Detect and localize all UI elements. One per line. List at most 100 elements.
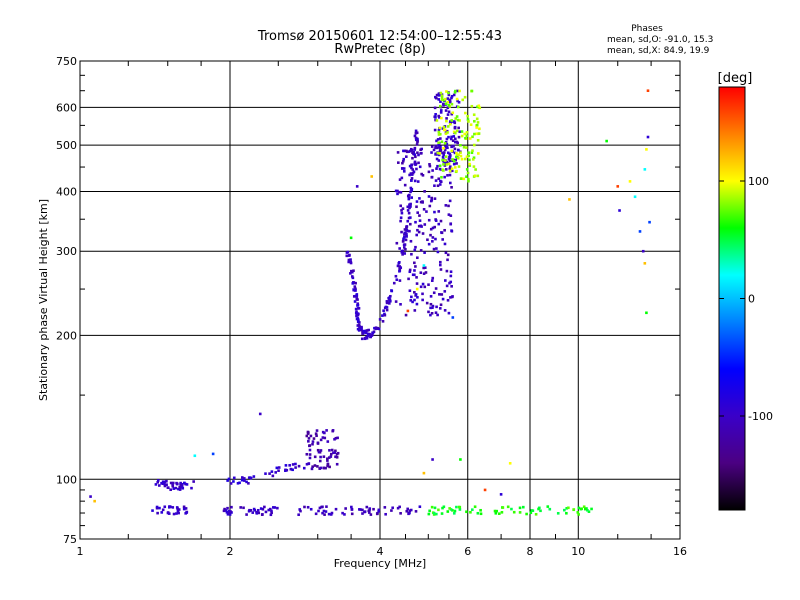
echo-point xyxy=(434,144,438,148)
echo-point xyxy=(430,175,434,179)
echo-point xyxy=(356,312,360,315)
echo-point xyxy=(415,143,419,146)
chart-title: Tromsø 20150601 12:54:00–12:55:43 xyxy=(257,29,502,44)
echo-point xyxy=(413,261,416,265)
echo-point xyxy=(445,143,449,146)
echo-point xyxy=(359,508,363,511)
echo-point xyxy=(436,313,439,317)
echo-point xyxy=(357,318,360,322)
echo-point xyxy=(307,462,311,465)
echo-point xyxy=(499,493,503,496)
echo-point xyxy=(349,236,353,240)
echo-point xyxy=(357,307,361,310)
echo-point xyxy=(455,169,458,173)
echo-point xyxy=(439,111,443,114)
echo-point xyxy=(442,128,446,132)
echo-point xyxy=(242,506,245,510)
echo-point xyxy=(476,105,479,109)
echo-point xyxy=(413,298,416,302)
echo-point xyxy=(441,102,445,106)
echo-point xyxy=(442,163,445,166)
echo-point xyxy=(356,317,360,320)
echo-point xyxy=(421,292,424,296)
echo-point xyxy=(162,482,166,486)
echo-point xyxy=(313,455,317,459)
echo-point xyxy=(417,161,420,165)
echo-point xyxy=(356,302,360,305)
echo-point xyxy=(494,512,498,515)
echo-point xyxy=(357,323,361,327)
echo-point xyxy=(385,306,389,309)
echo-point xyxy=(334,449,337,453)
echo-point xyxy=(470,104,474,108)
echo-point xyxy=(376,326,379,330)
echo-point xyxy=(429,233,432,237)
echo-point xyxy=(297,464,301,468)
echo-point xyxy=(452,512,456,515)
echo-point xyxy=(264,472,267,475)
echo-point xyxy=(450,285,453,288)
echo-point xyxy=(433,506,437,510)
echo-point xyxy=(228,509,231,513)
echo-point xyxy=(444,251,448,255)
echo-point xyxy=(455,151,458,155)
echo-point xyxy=(269,513,273,517)
echo-point xyxy=(401,207,405,210)
echo-point xyxy=(448,507,451,510)
echo-point xyxy=(440,116,443,120)
echo-point xyxy=(473,132,476,136)
echo-point xyxy=(437,94,441,97)
echo-point xyxy=(427,242,431,246)
echo-point xyxy=(409,149,412,153)
echo-point xyxy=(394,189,398,193)
echo-point xyxy=(399,216,403,220)
echo-point xyxy=(270,470,274,473)
echo-point xyxy=(448,173,452,177)
echo-point xyxy=(402,149,405,153)
echo-point xyxy=(438,183,442,186)
echo-point xyxy=(443,141,447,145)
echo-point xyxy=(646,135,650,139)
echo-point xyxy=(406,209,410,212)
echo-point xyxy=(400,230,403,234)
echo-point xyxy=(263,505,266,509)
echo-point xyxy=(311,442,314,446)
x-tick-label: 2 xyxy=(227,545,234,558)
echo-point xyxy=(473,505,477,509)
echo-point xyxy=(441,506,444,510)
echo-point xyxy=(412,170,416,174)
echo-point xyxy=(433,128,437,132)
echo-point xyxy=(308,444,312,447)
echo-point xyxy=(451,158,454,161)
chart-subtitle: RwPretec (8p) xyxy=(334,42,425,57)
echo-point xyxy=(475,123,479,127)
echo-point xyxy=(413,269,416,272)
echo-point xyxy=(168,505,172,508)
echo-point xyxy=(413,179,417,183)
echo-point xyxy=(438,307,442,310)
echo-point xyxy=(475,117,479,121)
x-tick-label: 4 xyxy=(377,545,384,558)
echo-point xyxy=(437,177,441,181)
echo-point xyxy=(442,125,446,129)
echo-point xyxy=(243,479,246,482)
echo-point xyxy=(445,90,448,93)
echo-point xyxy=(416,211,420,214)
echo-point xyxy=(264,510,268,514)
y-tick-label: 300 xyxy=(56,245,77,258)
echo-point xyxy=(354,281,357,285)
echo-point xyxy=(501,506,505,509)
echo-point xyxy=(450,149,454,153)
echo-point xyxy=(431,240,434,243)
echo-point xyxy=(453,147,457,151)
echo-point xyxy=(401,161,404,165)
echo-point xyxy=(190,486,193,490)
echo-point xyxy=(456,99,459,103)
echo-point xyxy=(467,177,470,181)
echo-point xyxy=(446,151,450,155)
echo-point xyxy=(643,262,647,265)
echo-point xyxy=(473,119,476,123)
echo-point xyxy=(441,238,444,241)
echo-point xyxy=(473,174,477,178)
echo-point xyxy=(428,164,432,168)
